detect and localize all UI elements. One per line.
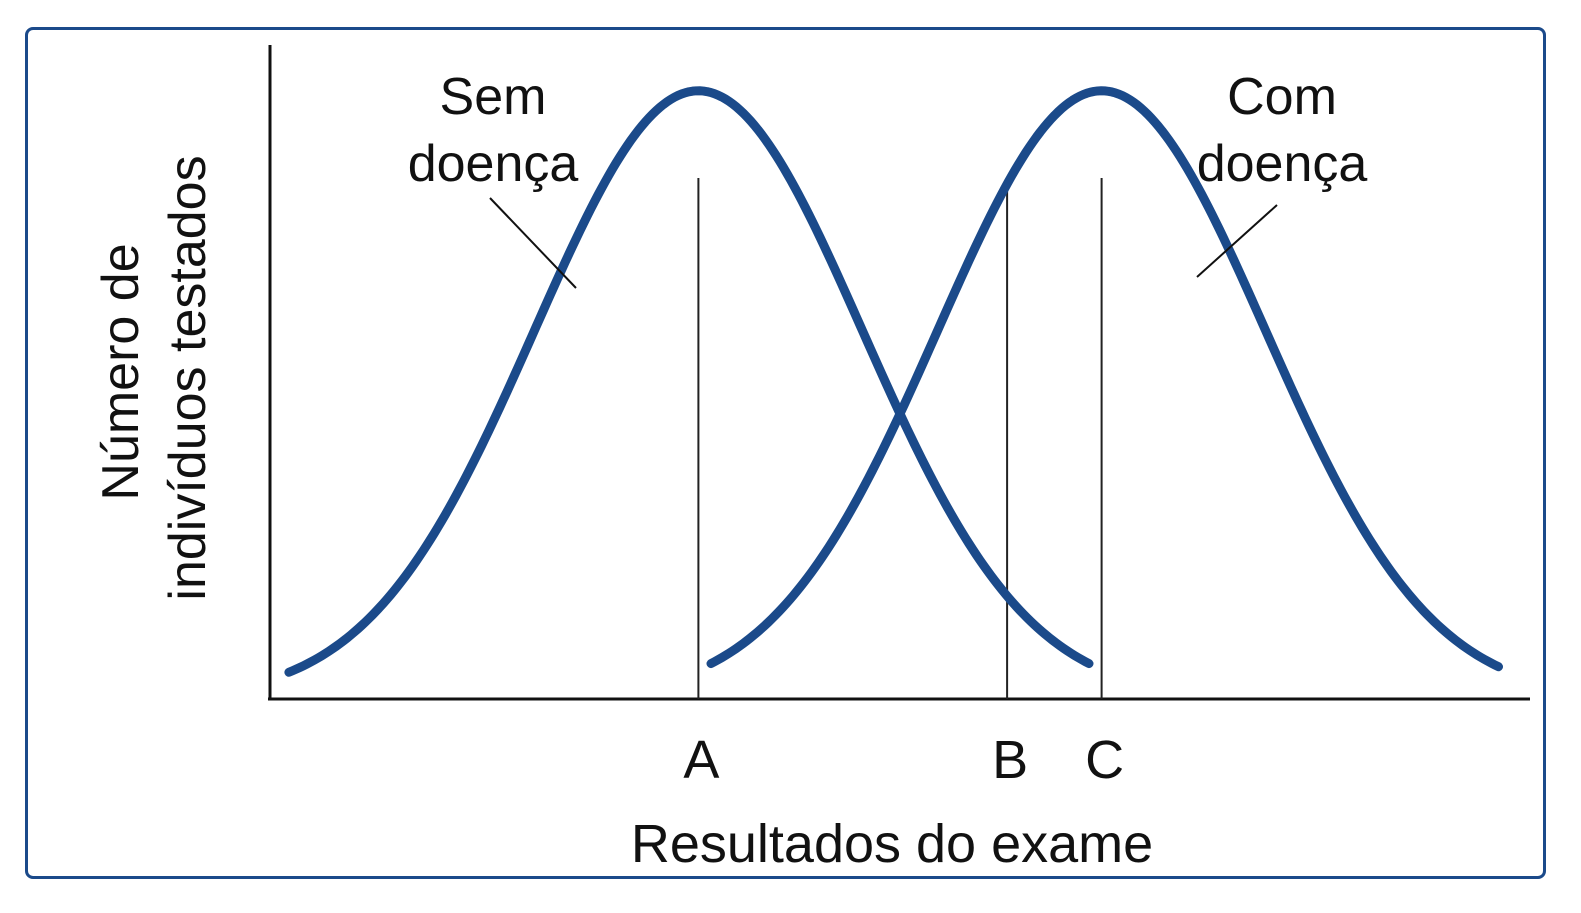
series-label-com-line1: Com [1227, 68, 1337, 126]
series-label-com-line2: doença [1197, 135, 1368, 193]
series-label-com-leader [1196, 204, 1278, 278]
marker-label-c: C [1085, 730, 1124, 790]
series-label-sem-leader [489, 197, 577, 289]
series-label-sem-line2: doença [408, 135, 579, 193]
curves-group [284, 86, 1503, 677]
series-label-sem-line1: Sem [440, 68, 547, 126]
curve-com-doenca [706, 86, 1503, 672]
y-axis-label-line2: indivíduos testados [159, 155, 217, 600]
y-axis-label-line1: Número de [92, 243, 150, 500]
marker-label-a: A [683, 730, 719, 790]
x-axis-label: Resultados do exame [631, 814, 1153, 874]
marker-label-b: B [992, 730, 1028, 790]
curve-sem-doenca [284, 86, 1094, 677]
